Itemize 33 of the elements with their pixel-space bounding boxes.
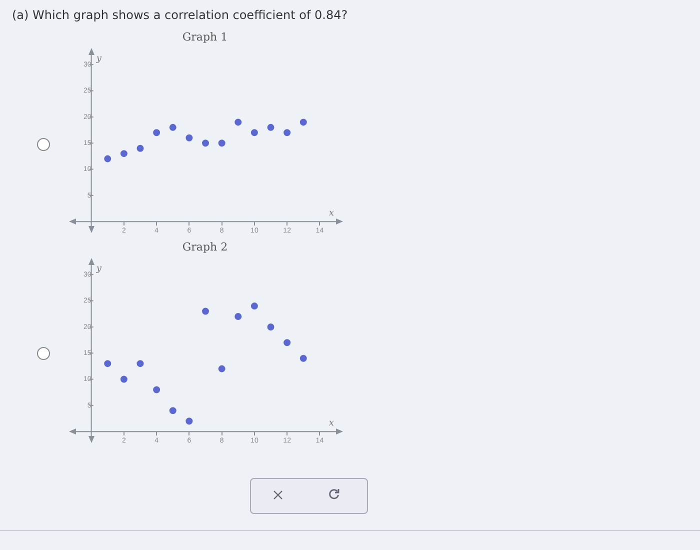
point [202,308,209,315]
x-axis-title: x [328,418,334,428]
y-axis-title: y [95,54,102,64]
point [104,155,112,162]
point [186,134,193,142]
point [218,140,226,147]
point [250,129,258,136]
text: (a) Which graph shows a correlation coefficient of 0.84? [12,8,348,22]
point [218,365,226,372]
y-axis-title: y [95,264,102,274]
point [284,339,291,346]
point [267,124,274,131]
point [284,129,291,136]
point [169,124,176,131]
x-axis-title: x [328,208,334,218]
chart-title: Graph 2 [182,240,228,254]
point [120,150,128,158]
point [186,418,193,425]
point [300,118,307,126]
point [153,129,160,136]
point [153,386,160,394]
point [234,313,242,320]
point [202,140,209,147]
point [120,376,128,383]
point [136,144,144,152]
point [104,360,112,368]
point [300,354,307,362]
point [234,118,242,126]
point [136,360,144,368]
point [169,407,176,414]
point [250,302,258,310]
point [267,323,274,330]
chart-title: Graph 1 [182,30,228,44]
